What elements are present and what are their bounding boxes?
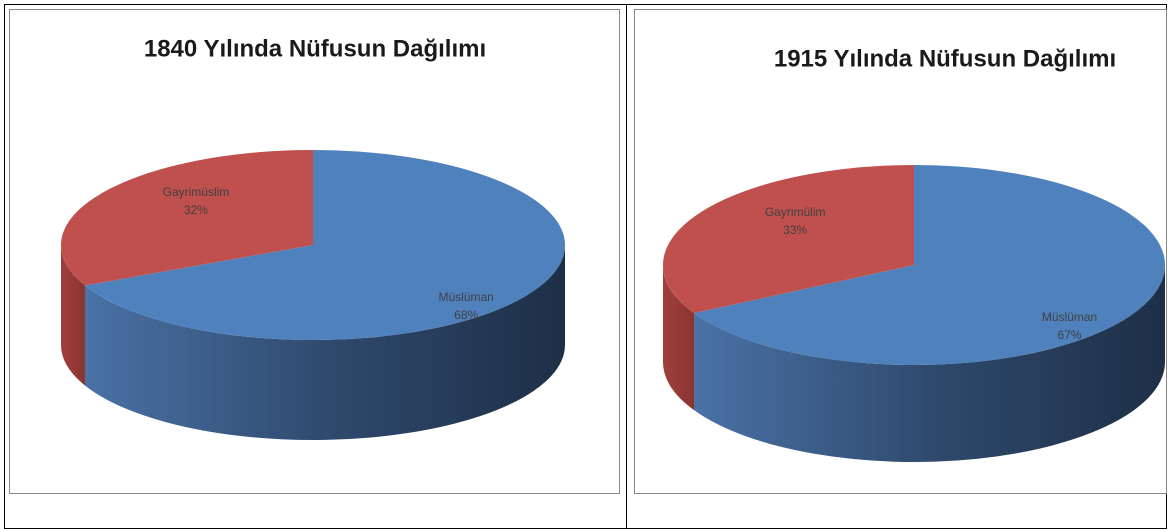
slice-value-label: 33%: [783, 223, 807, 237]
slice-label: Müslüman: [439, 290, 494, 304]
slice-side: [61, 245, 85, 386]
slice-side: [663, 265, 695, 411]
chart-title: 1915 Yılında Nüfusun Dağılımı: [774, 45, 1116, 72]
slice-label: Müslüman: [1042, 310, 1097, 324]
slice-value-label: 68%: [454, 308, 478, 322]
slice: [84, 150, 565, 341]
slice-value-label: 67%: [1058, 328, 1082, 342]
slice: [694, 165, 1165, 365]
chart-title: 1840 Yılında Nüfusun Dağılımı: [144, 35, 486, 62]
slice-side: [694, 265, 1165, 462]
slice: [60, 150, 313, 286]
slice: [663, 165, 914, 314]
slice-side: [84, 245, 565, 440]
slice-label: Gayrimülim: [765, 205, 826, 219]
slice-label: Gayrimüslim: [163, 185, 230, 199]
slice-value-label: 32%: [184, 203, 208, 217]
